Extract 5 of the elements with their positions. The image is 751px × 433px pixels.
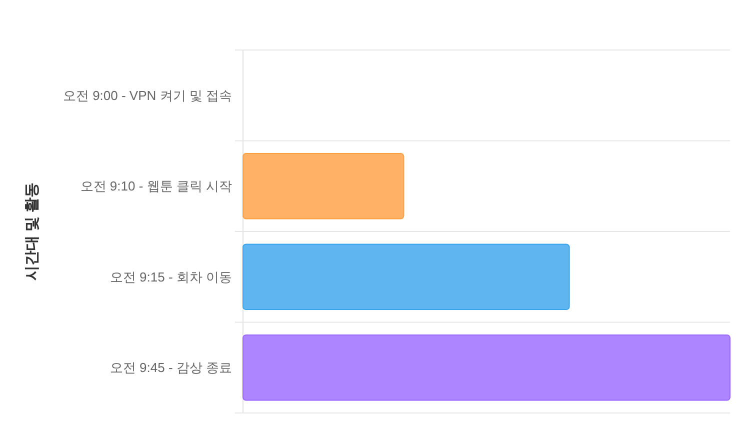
y-tick-label: 오전 9:10 - 웹툰 클릭 시작 — [80, 178, 232, 194]
y-axis-title: 시간대 및 활동 — [24, 182, 40, 281]
y-tick-label: 오전 9:45 - 감상 종료 — [110, 360, 232, 376]
y-tick-label: 오전 9:00 - VPN 켜기 및 접속 — [62, 88, 232, 103]
y-tick-label: 오전 9:15 - 회차 이동 — [110, 269, 232, 284]
